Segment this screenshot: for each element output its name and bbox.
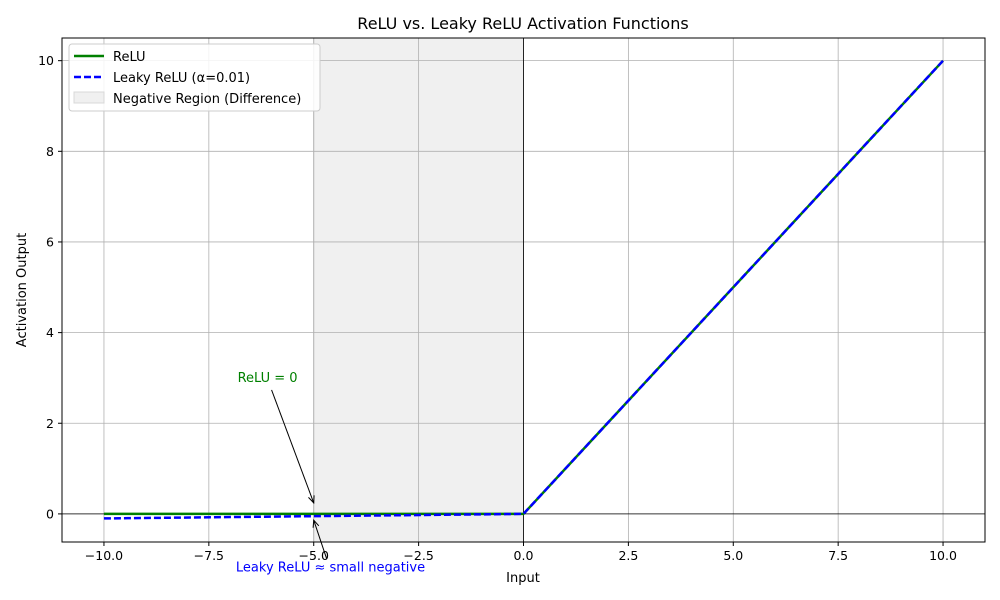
legend-label-relu: ReLU [113,50,146,65]
x-tick-label-0: −10.0 [85,548,123,563]
annotation-arrow-line-1 [313,520,327,559]
series-line-leaky-relu [103,59,944,520]
x-tick-label-2: −5.0 [299,548,329,563]
legend-label-leaky: Leaky ReLU (α=0.01) [113,71,250,86]
annotation-text-1: Leaky ReLU ≈ small negative [236,560,425,575]
x-tick-label-7: 7.5 [828,548,848,563]
y-tick-label-5: 10 [38,53,54,68]
x-axis-label: Input [506,571,540,586]
chart-title: ReLU vs. Leaky ReLU Activation Functions [357,14,688,33]
legend-box [68,43,321,112]
x-tick-label-4: 0.0 [514,548,534,563]
y-axis-label: Activation Output [15,233,30,347]
x-tick-label-6: 5.0 [723,548,743,563]
x-tick-label-1: −7.5 [194,548,224,563]
annotation-text-0: ReLU = 0 [238,371,298,386]
annotation-arrow-head-1 [312,518,320,528]
annotation-arrow-head-0 [308,495,315,505]
legend-swatch-shade [73,91,105,104]
y-tick-label-0: 0 [46,506,54,521]
legend: ReLU Leaky ReLU (α=0.01) Negative Region… [68,43,321,112]
y-tick-label-3: 6 [46,234,54,249]
legend-label-shade: Negative Region (Difference) [113,92,301,107]
x-tick-label-3: −2.5 [403,548,433,563]
y-tick-label-1: 2 [46,416,54,431]
y-tick-label-2: 4 [46,325,54,340]
annotation-arrow-line-0 [271,389,315,504]
y-tick-label-4: 8 [46,144,54,159]
x-tick-label-8: 10.0 [929,548,957,563]
x-tick-label-5: 2.5 [618,548,638,563]
